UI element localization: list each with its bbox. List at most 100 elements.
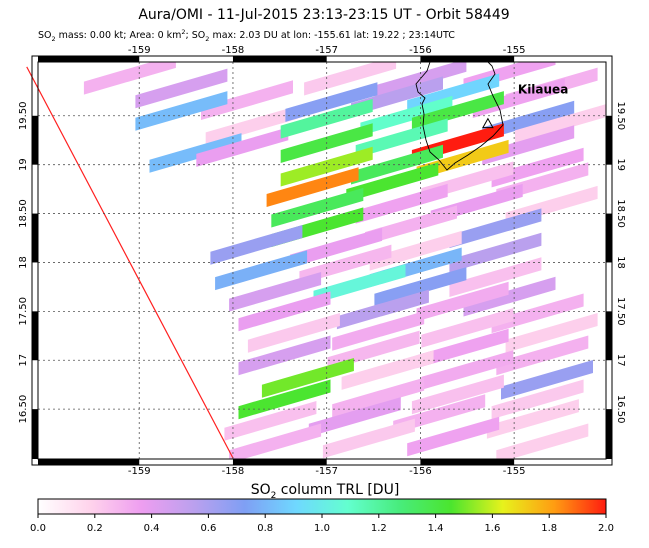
colorbar-tick-label: 0.4 xyxy=(144,523,160,534)
so2-pixel xyxy=(215,250,308,291)
frame-segment-bottom xyxy=(38,459,140,465)
frame-segment-right xyxy=(606,311,612,361)
so2-pixel xyxy=(416,328,509,369)
frame-segment-bottom xyxy=(420,459,515,465)
so2-pixel xyxy=(135,91,228,131)
so2-pixel xyxy=(463,276,556,317)
so2-pixel xyxy=(351,144,443,185)
so2-pixel xyxy=(271,187,364,228)
colorbar-tick-label: 1.2 xyxy=(371,523,387,534)
frame-segment-bottom xyxy=(232,459,327,465)
x-tick-label-top: -157 xyxy=(315,45,338,56)
frame-segment-left xyxy=(32,213,38,263)
so2-pixel xyxy=(411,91,504,131)
so2-pixel xyxy=(407,416,500,457)
y-tick-label-right: 18 xyxy=(615,256,626,269)
y-tick-label-left: 19.50 xyxy=(18,101,29,130)
so2-pixel xyxy=(421,350,514,390)
y-tick-label-left: 19 xyxy=(18,158,29,171)
x-tick-label-top: -155 xyxy=(503,45,526,56)
plot-area: Kilauea xyxy=(26,55,613,466)
colorbar-label-prefix: SO xyxy=(251,482,271,498)
y-tick-label-right: 19 xyxy=(615,158,626,171)
volcano-marker-icon xyxy=(482,117,494,129)
frame-segment-top xyxy=(232,56,327,62)
so2-pixel xyxy=(501,360,593,400)
frame-segment-top xyxy=(420,56,515,62)
so2-pixel xyxy=(472,78,565,118)
so2-pixel xyxy=(449,257,542,297)
so2-pixel xyxy=(83,62,176,95)
colorbar-tick-label: 0.2 xyxy=(87,523,103,534)
so2-pixel xyxy=(238,335,331,376)
axis-ticks: -159 -159 -158 -158 -157 -157 -156 -156 -155 -155… xyxy=(18,45,626,477)
outer-frame-border xyxy=(31,55,613,466)
so2-pixel xyxy=(365,205,457,246)
subtitle-mass-label: SO xyxy=(38,30,52,41)
so2-pixel xyxy=(369,230,462,271)
so2-pixel xyxy=(449,208,542,249)
frame-segment-left xyxy=(32,311,38,361)
so2-pixel xyxy=(482,100,575,141)
y-tick-label-right: 19.50 xyxy=(615,101,626,130)
colorbar-tick-label: 0.6 xyxy=(200,523,216,534)
so2-pixel xyxy=(149,133,242,173)
x-tick-label-top: -158 xyxy=(222,45,245,56)
so2-pixel xyxy=(247,313,340,353)
y-tick-label-left: 18.50 xyxy=(18,199,29,228)
y-tick-label-right: 16.50 xyxy=(615,395,626,424)
so2-pixel xyxy=(351,76,443,117)
y-tick-label-right: 17 xyxy=(615,354,626,367)
colorbar-tick-label: 1.0 xyxy=(314,523,330,534)
subtitle-max-text: max: 2.03 DU at lon: -155.61 lat: 19.22 … xyxy=(209,30,455,41)
so2-pixel xyxy=(313,264,406,304)
so2-pixel xyxy=(336,289,429,330)
colorbar-tick-label: 0.8 xyxy=(257,523,273,534)
so2-pixel xyxy=(322,418,415,459)
frame-segment-left xyxy=(32,115,38,165)
so2-pixel xyxy=(266,167,359,207)
so2-pixel xyxy=(515,104,606,144)
so2-pixel xyxy=(449,232,542,273)
chart-title: Aura/OMI - 11-Jul-2015 23:13-23:15 UT - … xyxy=(138,7,509,23)
so2-pixel xyxy=(355,118,448,159)
so2-pixel xyxy=(285,82,378,122)
so2-pixel xyxy=(341,350,434,390)
so2-pixel xyxy=(491,147,584,188)
x-tick-label-top: -156 xyxy=(409,45,432,56)
so2-pixel xyxy=(374,267,467,307)
colorbar-tick-label: 1.6 xyxy=(484,523,500,534)
so2-pixel xyxy=(505,313,598,353)
so2-pixel xyxy=(135,68,228,109)
so2-pixel xyxy=(496,335,589,376)
so2-pixel xyxy=(346,162,439,203)
so2-pixel xyxy=(261,358,354,398)
so2-pixel xyxy=(229,272,322,312)
plot-frame xyxy=(31,55,613,466)
so2-pixel xyxy=(290,227,383,268)
so2-pixel xyxy=(393,394,486,434)
y-tick-label-left: 18 xyxy=(18,256,29,269)
so2-pixel xyxy=(482,125,575,165)
x-tick-label-bottom: -157 xyxy=(315,466,338,477)
so2-pixel xyxy=(201,80,293,120)
so2-pixel xyxy=(229,423,322,459)
so2-pixel xyxy=(299,244,392,285)
so2-pixel xyxy=(486,399,579,439)
so2-pixel xyxy=(374,62,467,99)
so2-pixel xyxy=(210,225,303,265)
x-tick-label-bottom: -158 xyxy=(222,466,245,477)
volcano-label: Kilauea xyxy=(518,83,568,97)
frame-segment-left xyxy=(32,409,38,459)
so2-pixel xyxy=(421,308,514,348)
chart-subtitle: SO2 mass: 0.00 kt; Area: 0 km2; SO2 max:… xyxy=(38,28,455,43)
so2-pixel xyxy=(224,401,317,441)
colorbar-gradient xyxy=(37,498,607,515)
so2-pixel xyxy=(416,139,509,180)
colorbar-tick-label: 2.0 xyxy=(598,523,614,534)
x-tick-label-bottom: -156 xyxy=(409,466,432,477)
y-tick-label-left: 17 xyxy=(18,354,29,367)
subtitle-mass-text: mass: 0.00 kt; Area: 0 km xyxy=(56,30,182,41)
so2-pixel xyxy=(491,293,584,334)
so2-pixel xyxy=(238,379,331,420)
